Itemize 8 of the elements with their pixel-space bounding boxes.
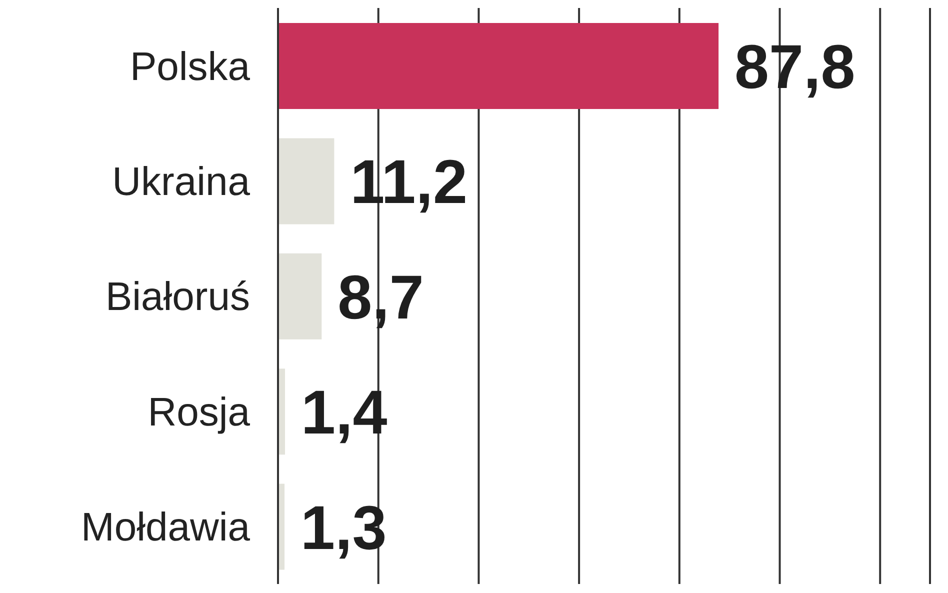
y-tick-label: Rosja bbox=[148, 390, 251, 434]
bar bbox=[278, 23, 719, 109]
bar bbox=[278, 253, 322, 340]
bar bbox=[278, 138, 334, 224]
y-tick-label: Białoruś bbox=[105, 275, 250, 320]
y-tick-label: Mołdawia bbox=[81, 506, 251, 550]
y-tick-label: Polska bbox=[130, 44, 251, 89]
y-tick-label: Ukraina bbox=[112, 160, 251, 204]
